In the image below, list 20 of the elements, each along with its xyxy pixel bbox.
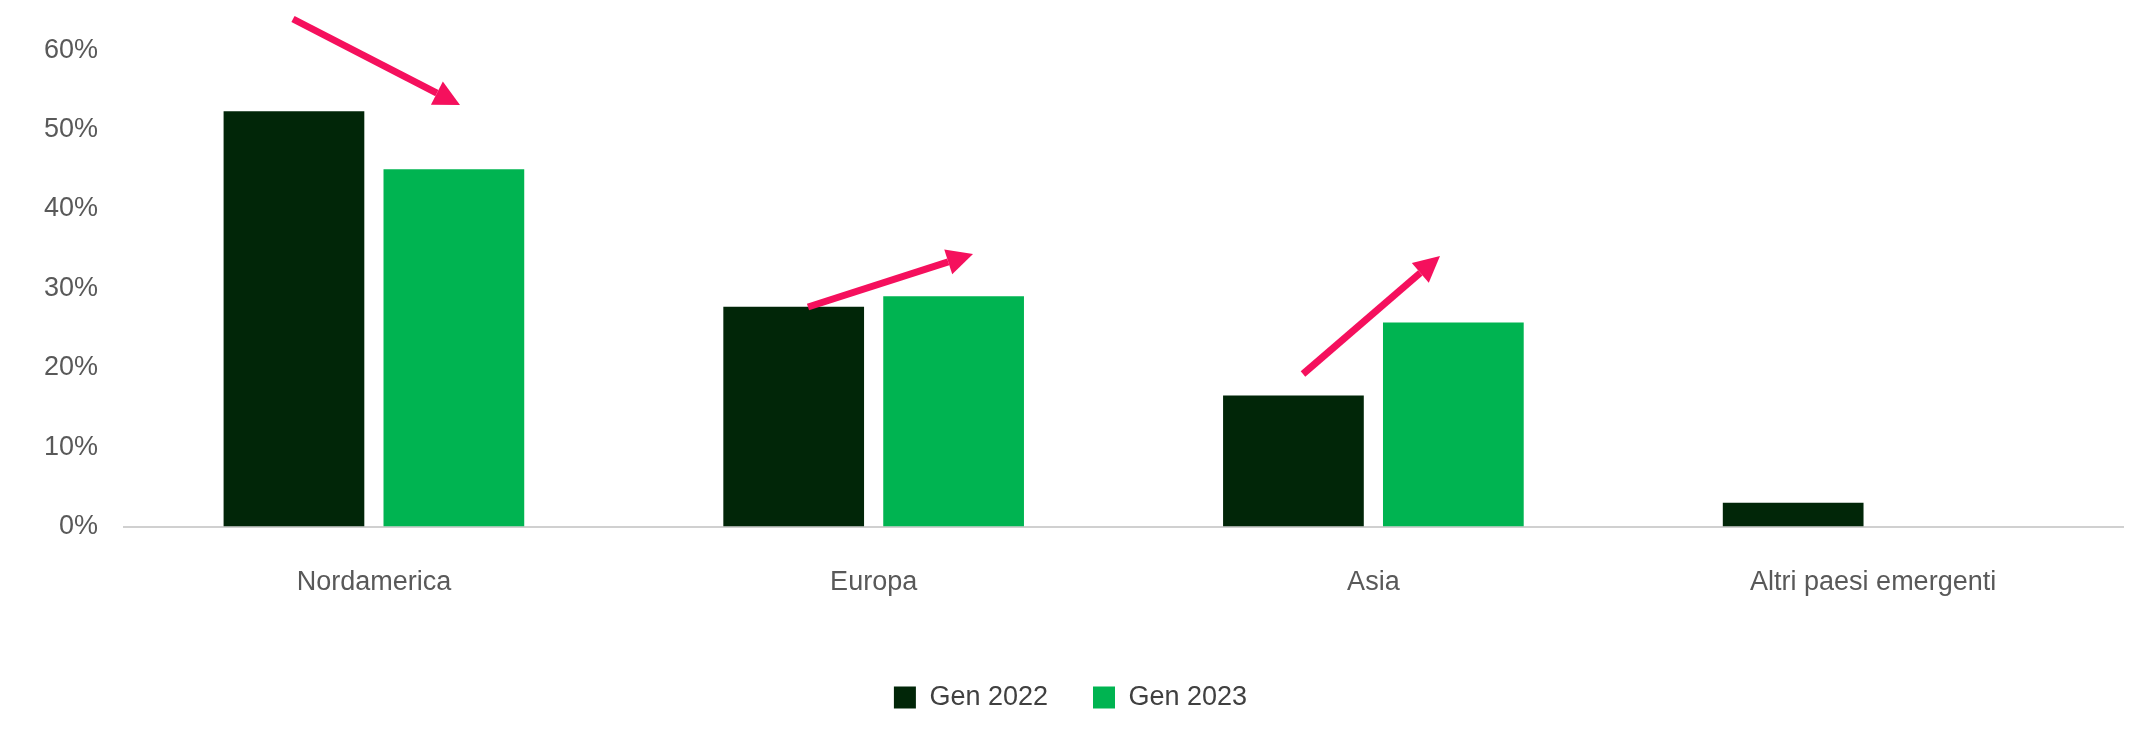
- bar: [223, 111, 365, 527]
- legend-label: Gen 2022: [929, 680, 1049, 711]
- y-tick-label: 10%: [43, 430, 99, 461]
- bar: [1382, 322, 1524, 527]
- bar: [383, 169, 525, 527]
- y-tick-label: 60%: [43, 33, 99, 64]
- bar: [1223, 395, 1364, 527]
- y-tick-label: 0%: [59, 510, 99, 541]
- y-tick-label: 30%: [43, 271, 99, 302]
- x-tick-label: Europa: [830, 566, 919, 597]
- y-tick-label: 40%: [43, 192, 99, 223]
- bar: [723, 306, 865, 527]
- x-tick-label: Nordamerica: [296, 566, 453, 597]
- x-tick-label: Asia: [1347, 566, 1401, 597]
- y-tick-label: 50%: [43, 113, 99, 144]
- bar: [1722, 502, 1864, 527]
- y-tick-label: 20%: [43, 351, 99, 382]
- legend-label: Gen 2023: [1128, 680, 1248, 711]
- x-tick-label: Altri paesi emergenti: [1750, 566, 1997, 597]
- bar: [883, 296, 1024, 527]
